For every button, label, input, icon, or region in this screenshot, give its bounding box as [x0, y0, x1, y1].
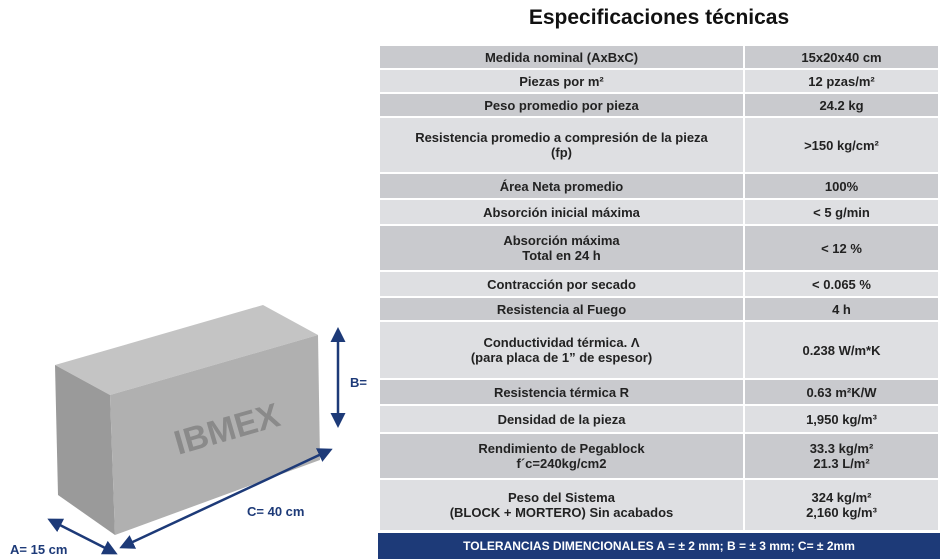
spec-value: 0.63 m²K/W	[743, 378, 940, 406]
spec-value: 24.2 kg	[743, 92, 940, 118]
spec-label: Resistencia al Fuego	[378, 296, 745, 322]
label-a: A= 15 cm	[10, 542, 67, 557]
label-c: C= 40 cm	[247, 504, 304, 519]
arrow-a	[47, 518, 118, 555]
spec-label: Rendimiento de Pegablock f´c=240kg/cm2	[378, 432, 745, 480]
title: Especificaciones técnicas	[528, 6, 790, 29]
arrow-c	[119, 448, 333, 549]
spec-row: Medida nominal (AxBxC) 15x20x40 cm	[378, 44, 940, 70]
spec-row: Rendimiento de Pegablock f´c=240kg/cm2 33…	[378, 432, 940, 480]
spec-row: Conductividad térmica. Λ (para placa de …	[378, 320, 940, 380]
spec-label: Absorción inicial máxima	[378, 198, 745, 226]
tolerance-footer: TOLERANCIAS DIMENCIONALES A = ± 2 mm; B …	[378, 533, 940, 559]
spec-value: < 0.065 %	[743, 270, 940, 298]
spec-row: Resistencia al Fuego 4 h	[378, 296, 940, 322]
spec-row: Resistencia térmica R 0.63 m²K/W	[378, 378, 940, 406]
spec-label: Contracción por secado	[378, 270, 745, 298]
block-top	[55, 305, 318, 395]
spec-value: >150 kg/cm²	[743, 116, 940, 174]
spec-row: Resistencia promedio a compresión de la …	[378, 116, 940, 174]
spec-label: Conductividad térmica. Λ (para placa de …	[378, 320, 745, 380]
spec-value: 12 pzas/m²	[743, 68, 940, 94]
spec-label: Densidad de la pieza	[378, 404, 745, 434]
spec-label: Resistencia promedio a compresión de la …	[378, 116, 745, 174]
spec-value: < 5 g/min	[743, 198, 940, 226]
spec-label: Resistencia térmica R	[378, 378, 745, 406]
spec-label: Piezas por m²	[378, 68, 745, 94]
spec-value: < 12 %	[743, 224, 940, 272]
spec-label: Peso promedio por pieza	[378, 92, 745, 118]
spec-row: Absorción máxima Total en 24 h < 12 %	[378, 224, 940, 272]
spec-value: 100%	[743, 172, 940, 200]
spec-value: 15x20x40 cm	[743, 44, 940, 70]
spec-row: Peso promedio por pieza 24.2 kg	[378, 92, 940, 118]
spec-label: Área Neta promedio	[378, 172, 745, 200]
spec-value: 324 kg/m² 2,160 kg/m³	[743, 478, 940, 532]
spec-label: Peso del Sistema (BLOCK + MORTERO) Sin a…	[378, 478, 745, 532]
spec-row: Área Neta promedio 100%	[378, 172, 940, 200]
spec-value: 4 h	[743, 296, 940, 322]
spec-label: Medida nominal (AxBxC)	[378, 44, 745, 70]
spec-table: Medida nominal (AxBxC) 15x20x40 cm Piezas …	[378, 44, 940, 532]
spec-value: 33.3 kg/m² 21.3 L/m²	[743, 432, 940, 480]
block-end	[55, 365, 115, 535]
spec-value: 0.238 W/m*K	[743, 320, 940, 380]
spec-row: Contracción por secado < 0.065 %	[378, 270, 940, 298]
spec-row: Densidad de la pieza 1,950 kg/m³	[378, 404, 940, 434]
spec-value: 1,950 kg/m³	[743, 404, 940, 434]
label-b: B=	[350, 375, 367, 390]
block-illustration: IBMEX B= C= 40 cm A= 15 cm	[10, 305, 367, 557]
spec-row: Peso del Sistema (BLOCK + MORTERO) Sin a…	[378, 478, 940, 532]
spec-label: Absorción máxima Total en 24 h	[378, 224, 745, 272]
spec-row: Absorción inicial máxima < 5 g/min	[378, 198, 940, 226]
spec-row: Piezas por m² 12 pzas/m²	[378, 68, 940, 94]
